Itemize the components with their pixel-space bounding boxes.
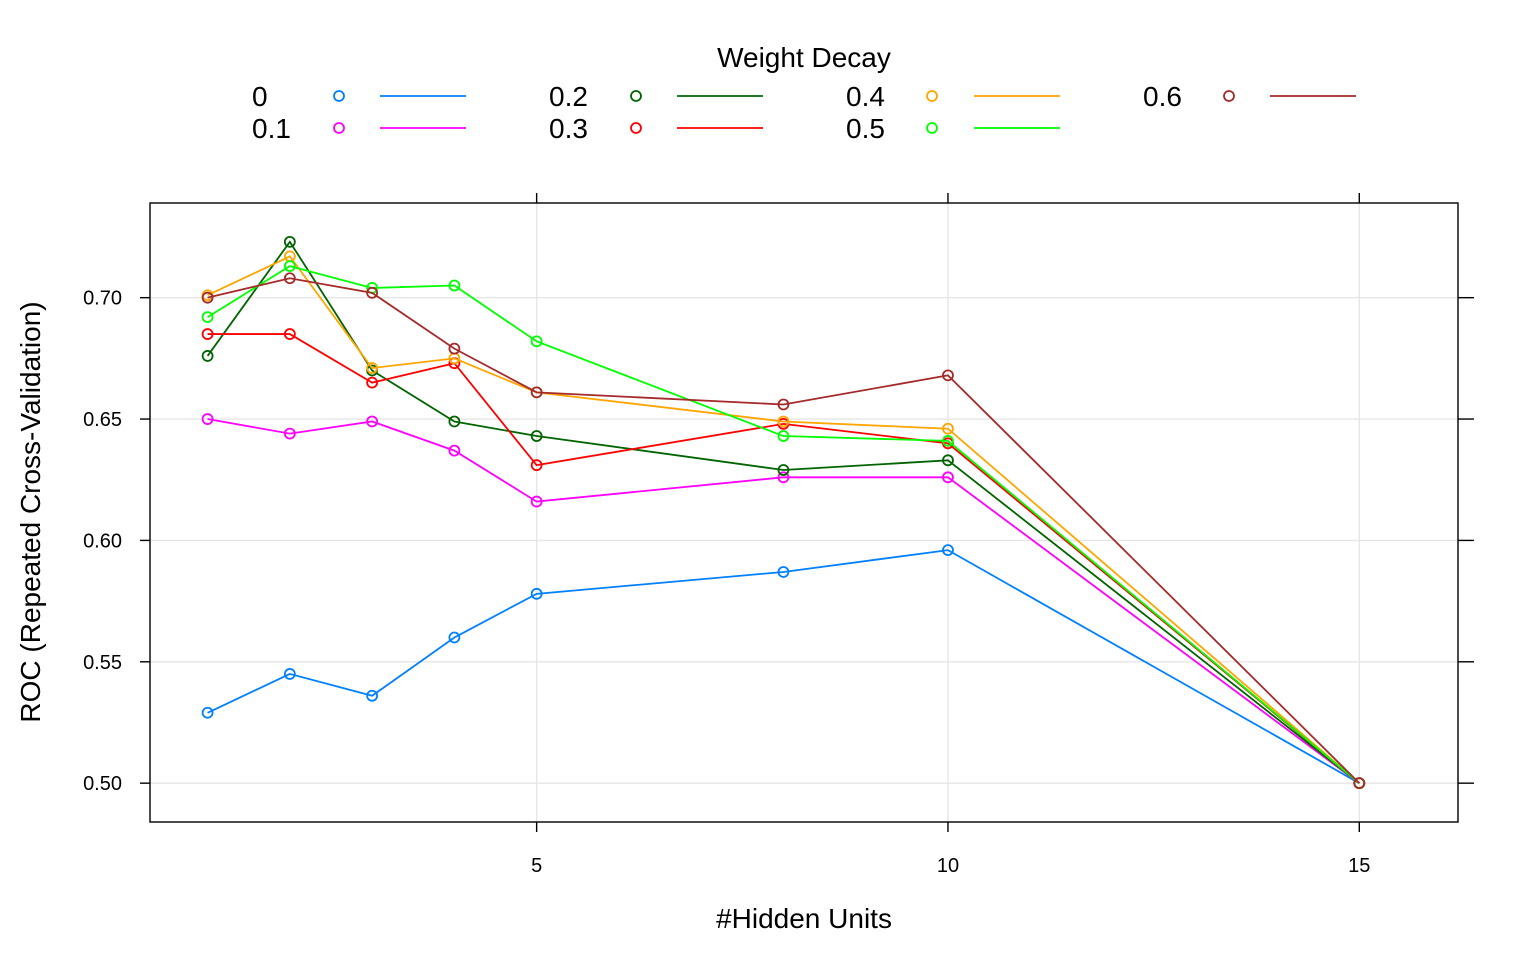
data-point <box>283 328 296 340</box>
data-point <box>201 328 214 340</box>
data-point <box>777 471 790 484</box>
data-point <box>530 430 543 442</box>
data-point <box>366 286 379 299</box>
y-tick-label: 0.55 <box>83 652 122 674</box>
data-point <box>777 430 790 442</box>
data-point <box>201 413 214 425</box>
data-point <box>530 386 543 399</box>
legend-marker <box>630 122 642 134</box>
y-tick-label: 0.60 <box>83 530 122 552</box>
data-point <box>942 454 954 467</box>
legend-item: 0 <box>252 81 466 112</box>
legend-label: 0.4 <box>846 81 885 112</box>
data-point <box>448 415 461 428</box>
series-0.2 <box>201 235 1366 790</box>
data-point <box>530 335 543 348</box>
data-point <box>201 291 214 304</box>
legend-marker <box>333 90 345 102</box>
data-point <box>201 706 214 719</box>
series-0.4 <box>201 250 1366 790</box>
data-point <box>942 369 954 382</box>
x-tick-label: 15 <box>1348 855 1370 877</box>
data-point <box>283 668 296 680</box>
legend-marker <box>926 122 938 134</box>
legend-label: 0.1 <box>252 113 291 144</box>
data-point <box>366 689 379 702</box>
series-line <box>207 333 1360 784</box>
legend-item: 0.4 <box>846 81 1060 112</box>
gridlines <box>150 203 1458 822</box>
plot-frame <box>149 202 1459 823</box>
data-point <box>942 471 954 484</box>
legend-item: 0.2 <box>549 81 763 112</box>
data-point <box>530 495 543 508</box>
data-point <box>530 459 543 472</box>
data-point <box>366 362 379 374</box>
series-0.3 <box>201 328 1366 790</box>
data-point <box>366 415 379 428</box>
data-point <box>201 350 214 362</box>
legend-label: 0.5 <box>846 113 885 144</box>
data-point <box>777 464 790 476</box>
series-0.6 <box>201 272 1366 790</box>
legend-label: 0 <box>252 81 268 112</box>
series-0.5 <box>201 260 1366 790</box>
legend-label: 0.2 <box>549 81 588 112</box>
legend-item: 0.6 <box>1143 81 1356 112</box>
data-point <box>448 279 461 292</box>
data-point <box>283 427 296 440</box>
data-point <box>777 566 790 578</box>
legend-marker <box>333 122 345 134</box>
data-point <box>1353 777 1366 790</box>
data-point <box>530 587 543 600</box>
legend: Weight Decay 00.1 0.20.3 0.40.5 0.6 <box>252 42 1356 144</box>
data-point <box>777 398 790 411</box>
y-tick-label: 0.70 <box>83 288 122 310</box>
series-line <box>207 277 1360 784</box>
data-point <box>366 376 379 389</box>
y-axis-title: ROC (Repeated Cross-Validation) <box>15 301 46 722</box>
data-point <box>942 544 954 557</box>
legend-title: Weight Decay <box>717 42 891 73</box>
x-axis-title: #Hidden Units <box>716 903 892 934</box>
series-line <box>207 265 1360 784</box>
data-point <box>201 311 214 323</box>
axes <box>149 202 1459 823</box>
x-tick-label: 10 <box>937 855 959 877</box>
legend-marker <box>630 90 642 102</box>
y-tick-label: 0.65 <box>83 409 122 431</box>
legend-label: 0.6 <box>1143 81 1182 112</box>
data-point <box>448 631 461 644</box>
legend-marker <box>926 90 938 102</box>
series-0 <box>201 544 1366 790</box>
data-point <box>942 434 954 447</box>
data-point <box>942 422 954 435</box>
legend-label: 0.3 <box>549 113 588 144</box>
legend-item: 0.3 <box>549 113 763 144</box>
legend-marker <box>1223 90 1235 102</box>
data-point <box>777 415 790 428</box>
data-point <box>448 444 461 457</box>
series-layer <box>201 235 1366 790</box>
x-tick-label: 5 <box>531 855 542 877</box>
data-point <box>283 235 296 248</box>
series-line <box>207 549 1360 784</box>
data-point <box>448 342 461 355</box>
legend-item: 0.1 <box>252 113 466 144</box>
tick-layer: 5 10 15 0.50 0.55 0.60 0.65 0.70 <box>83 193 1474 877</box>
series-line <box>206 240 1360 784</box>
series-line <box>207 418 1360 784</box>
data-point <box>283 260 296 273</box>
legend-item: 0.5 <box>846 113 1060 144</box>
y-tick-label: 0.50 <box>83 773 122 795</box>
series-line <box>207 255 1360 784</box>
data-point <box>283 272 296 285</box>
